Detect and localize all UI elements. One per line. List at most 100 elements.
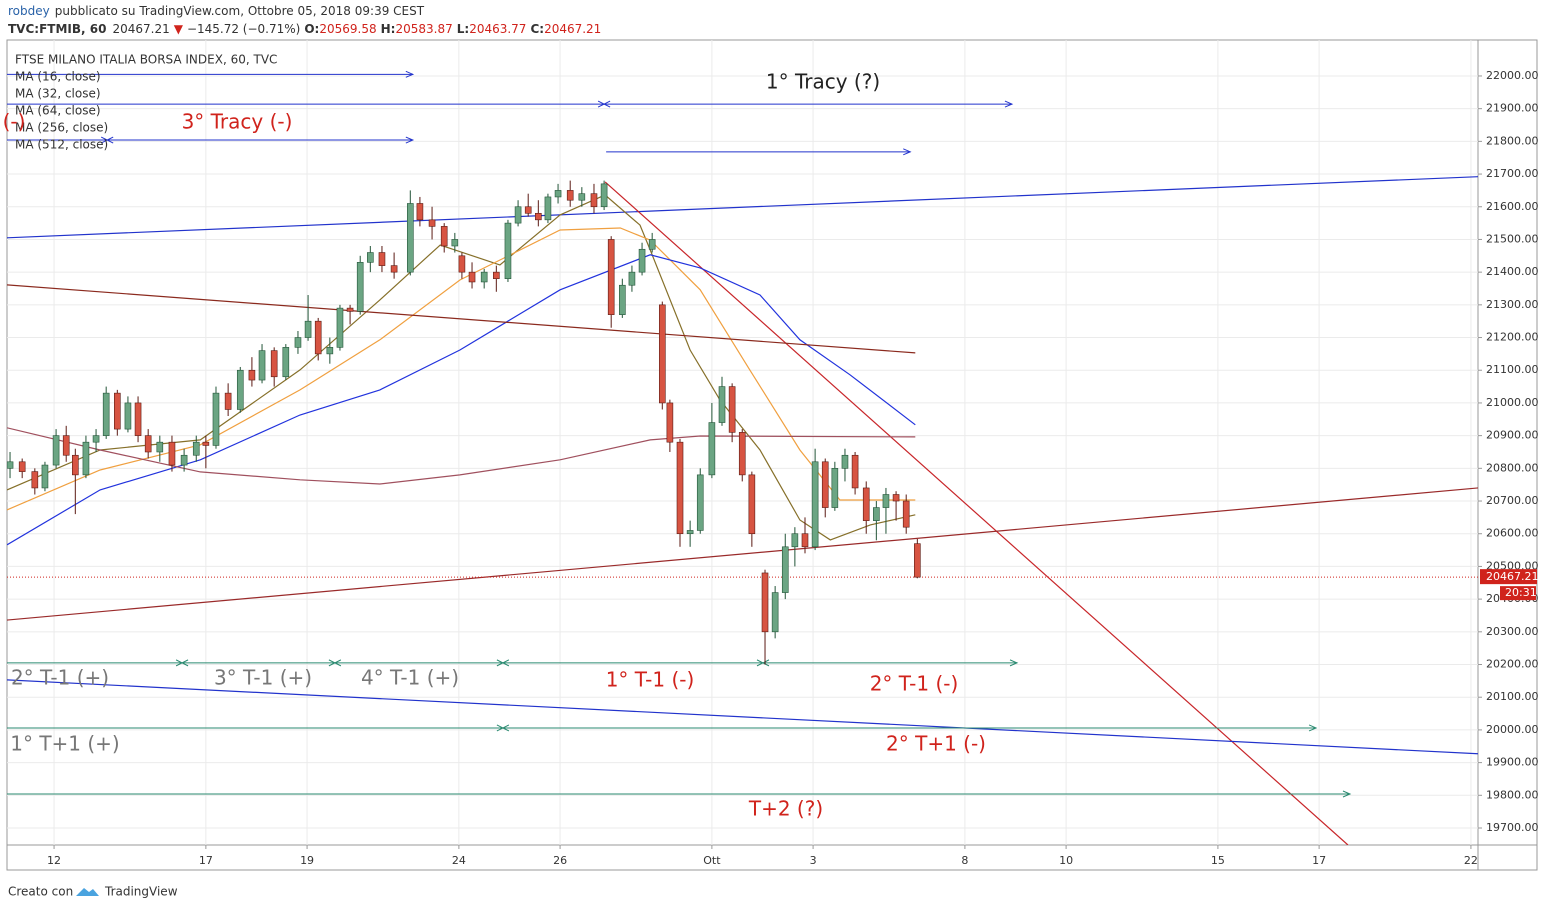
candle-body — [873, 507, 880, 521]
annotation: (-) — [3, 110, 26, 134]
candle-body — [658, 304, 666, 404]
candle-body — [440, 226, 448, 247]
candle-body — [156, 441, 164, 453]
candle-body — [168, 441, 176, 466]
candle-body — [451, 239, 459, 247]
candle-body — [708, 422, 716, 476]
last-price-label: 20467.21 — [1486, 570, 1539, 583]
candle-body — [406, 203, 414, 273]
down-arrow: ▼ — [174, 22, 184, 36]
made-with: Creato con — [8, 885, 73, 899]
candle-body — [851, 454, 859, 489]
x-tick-label: 10 — [1059, 854, 1073, 867]
annotation: 1° Tracy (?) — [766, 70, 880, 94]
x-tick-label: 17 — [199, 854, 213, 867]
legend-entry: MA (16, close) — [15, 70, 101, 84]
annotation: 3° T-1 (+) — [214, 666, 312, 690]
drawings — [7, 70, 1478, 845]
candle-body — [416, 203, 424, 221]
candle-body — [326, 347, 334, 355]
arrow-head — [1009, 659, 1019, 667]
y-tick-label: 20200.00 — [1486, 658, 1539, 671]
candles — [7, 180, 921, 665]
y-tick-label: 19900.00 — [1486, 756, 1539, 769]
candle-body — [248, 369, 256, 381]
candle-body — [578, 193, 586, 201]
candle-body — [31, 471, 39, 489]
candle-body — [124, 402, 132, 430]
x-tick-label: 17 — [1312, 854, 1326, 867]
candle-body — [811, 461, 819, 548]
candle-body — [236, 369, 244, 410]
candle-body — [224, 392, 232, 410]
candle-body — [781, 546, 789, 593]
x-tick-label: 26 — [553, 854, 567, 867]
candle-body — [554, 190, 562, 198]
trend-line — [7, 487, 1478, 621]
candle-body — [666, 402, 674, 443]
candle-body — [902, 500, 910, 528]
candle-body — [882, 494, 890, 508]
y-tick-label: 20900.00 — [1486, 429, 1539, 442]
y-tick-label: 21100.00 — [1486, 363, 1539, 376]
last: 20467.21 — [112, 22, 169, 36]
candle-body — [82, 441, 90, 476]
candle-body — [102, 392, 110, 436]
change: −145.72 (−0.71%) — [187, 22, 300, 36]
candle-body — [607, 239, 615, 315]
moving-average — [7, 427, 916, 485]
legend-entry: MA (256, close) — [15, 121, 108, 135]
x-tick-label: Ott — [703, 854, 721, 867]
candle-body — [648, 239, 656, 250]
candle-body — [270, 350, 278, 378]
arrow-joint — [100, 136, 114, 144]
candle-body — [114, 392, 121, 430]
candle-body — [544, 196, 552, 221]
brand[interactable]: TradingView — [104, 885, 178, 899]
candle-body — [336, 307, 344, 348]
last-price-box — [1480, 569, 1537, 585]
y-tick-label: 20000.00 — [1486, 723, 1539, 736]
candle-body — [144, 435, 152, 453]
arrow-joint — [756, 659, 770, 667]
arrow-head — [903, 148, 912, 156]
legend: FTSE MILANO ITALIA BORSA INDEX, 60, TVC … — [15, 53, 277, 152]
y-tick-label: 20600.00 — [1486, 527, 1539, 540]
c-label: C: — [530, 22, 544, 36]
candle-body — [356, 262, 364, 312]
quote-line: TVC:FTMIB, 60 20467.21 ▼ −145.72 (−0.71%) O:… — [8, 22, 601, 36]
candle-body — [524, 206, 532, 214]
arrow-head — [405, 70, 415, 78]
annotation: 4° T-1 (+) — [361, 666, 459, 690]
arrow-head — [1004, 100, 1014, 108]
candle-body — [718, 386, 726, 423]
x-tick-label: 24 — [452, 854, 466, 867]
candle-body — [791, 533, 799, 548]
candle-body — [801, 533, 809, 548]
candle-body — [468, 271, 476, 283]
legend-entry: MA (512, close) — [15, 138, 108, 152]
candle-body — [480, 271, 488, 283]
legend-title: FTSE MILANO ITALIA BORSA INDEX, 60, TVC — [15, 53, 277, 67]
candle-body — [761, 572, 769, 633]
candle-body — [92, 435, 100, 443]
trend-line — [604, 181, 1349, 845]
arrow-joint — [597, 100, 611, 108]
moving-average — [7, 254, 916, 546]
candle-body — [378, 252, 386, 266]
symbol: TVC:FTMIB, 60 — [8, 22, 106, 36]
candle-body — [212, 392, 220, 446]
candle-body — [346, 307, 354, 312]
arrow-head — [1308, 724, 1318, 732]
candle-body — [600, 183, 608, 208]
candle-body — [314, 320, 322, 355]
l-label: L: — [457, 22, 469, 36]
y-tick-label: 21200.00 — [1486, 331, 1539, 344]
arrow-head — [1342, 790, 1352, 798]
trend-line — [7, 176, 1478, 239]
candle-body — [771, 592, 779, 633]
candle-body — [192, 441, 200, 456]
author[interactable]: robdey — [8, 4, 50, 18]
y-tick-label: 21900.00 — [1486, 102, 1539, 115]
